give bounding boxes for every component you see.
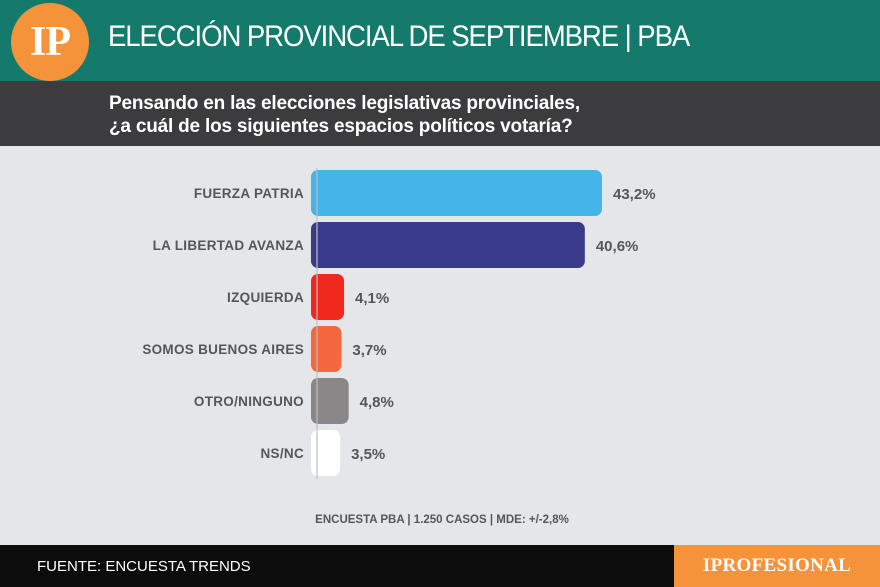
value-label: 4,8%: [360, 394, 394, 411]
bars-group: FUERZA PATRIA 43,2% LA LIBERTAD AVANZA 40,6…: [142, 170, 656, 476]
footer-brand: IPROFESIONAL: [674, 545, 880, 587]
value-label: 3,7%: [352, 342, 386, 359]
question-line-1: Pensando en las elecciones legislativas …: [109, 93, 580, 114]
value-label: 4,1%: [355, 290, 389, 307]
iprofesional-logo: IP: [11, 3, 89, 81]
footer-brand-text: IPROFESIONAL: [702, 555, 852, 576]
bar-ns-nc: [311, 430, 341, 476]
bar-somos-buenos-aires: [311, 326, 342, 372]
category-label: OTRO/NINGUNO: [194, 394, 304, 409]
page-title: ELECCIÓN PROVINCIAL DE SEPTIEMBRE | PBA: [108, 20, 690, 53]
category-label: LA LIBERTAD AVANZA: [153, 238, 304, 253]
bar-izquierda: [311, 274, 345, 320]
question-bar: [0, 81, 880, 146]
bar-chart: FUERZA PATRIA 43,2% LA LIBERTAD AVANZA 40,6…: [142, 168, 656, 479]
survey-note: ENCUESTA PBA | 1.250 CASOS | MDE: +/-2,8…: [315, 514, 569, 526]
category-label: NS/NC: [260, 446, 304, 461]
footer-source: FUENTE: ENCUESTA TRENDS: [37, 558, 251, 575]
value-label: 3,5%: [351, 446, 385, 463]
logo-text: IP: [30, 19, 71, 65]
header-bar: [0, 0, 880, 81]
bar-la-libertad-avanza: [311, 222, 585, 268]
chart-area: FUERZA PATRIA 43,2% LA LIBERTAD AVANZA 40,6…: [0, 146, 880, 544]
category-label: SOMOS BUENOS AIRES: [142, 342, 304, 357]
bar-otro-ninguno: [311, 378, 349, 424]
category-label: FUERZA PATRIA: [194, 186, 304, 201]
question-line-2: ¿a cuál de los siguientes espacios polít…: [109, 116, 573, 137]
value-label: 43,2%: [613, 186, 656, 203]
category-label: IZQUIERDA: [227, 290, 304, 305]
bar-fuerza-patria: [311, 170, 602, 216]
value-label: 40,6%: [596, 238, 639, 255]
